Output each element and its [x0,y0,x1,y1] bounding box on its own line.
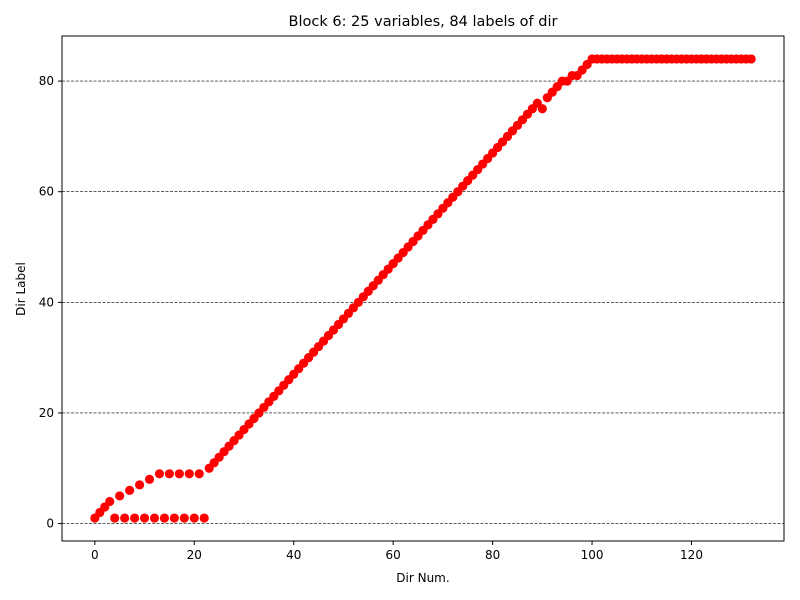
y-gridlines [62,80,784,524]
data-point-8 [129,513,140,523]
y-axis-ticks: 0 20 40 60 80 [39,74,62,531]
y-tick-label-60: 60 [39,185,54,199]
x-tick-label-60: 60 [386,548,401,562]
y-tick-label-80: 80 [39,74,54,88]
data-point-9 [134,480,145,490]
chart-title: Block 6: 25 variables, 84 labels of dir [289,14,558,30]
y-tick-label-40: 40 [39,295,54,309]
data-point-20 [189,513,199,523]
x-axis-ticks: 0 20 40 60 80 100 120 [91,541,703,562]
y-axis-title: Dir Label [14,262,28,316]
plot-area-frame [61,35,785,542]
data-point-18 [179,513,189,523]
x-tick-label-40: 40 [286,548,301,562]
x-tick-label-120: 120 [680,548,703,562]
data-point-15 [164,469,175,479]
data-point-21 [194,469,204,479]
data-points [90,54,756,523]
data-point-7 [125,485,135,495]
data-point-16 [169,513,179,523]
data-point-5 [115,491,125,501]
data-point-132 [746,54,756,64]
data-point-13 [154,469,165,479]
data-point-4 [110,513,120,523]
x-tick-label-20: 20 [187,548,202,562]
x-axis-title: Dir Num. [396,571,449,585]
data-point-3 [105,496,115,507]
data-point-14 [159,513,170,523]
data-point-12 [149,513,160,523]
data-point-10 [139,513,150,523]
data-point-17 [174,469,184,479]
data-point-11 [144,474,155,484]
x-tick-label-0: 0 [91,548,99,562]
y-tick-label-0: 0 [46,517,54,531]
x-tick-label-80: 80 [485,548,500,562]
data-point-6 [120,513,130,523]
y-tick-label-20: 20 [39,406,54,420]
data-point-19 [184,469,194,479]
data-point-22 [199,513,209,523]
x-tick-label-100: 100 [581,548,604,562]
data-point-90 [537,104,547,114]
